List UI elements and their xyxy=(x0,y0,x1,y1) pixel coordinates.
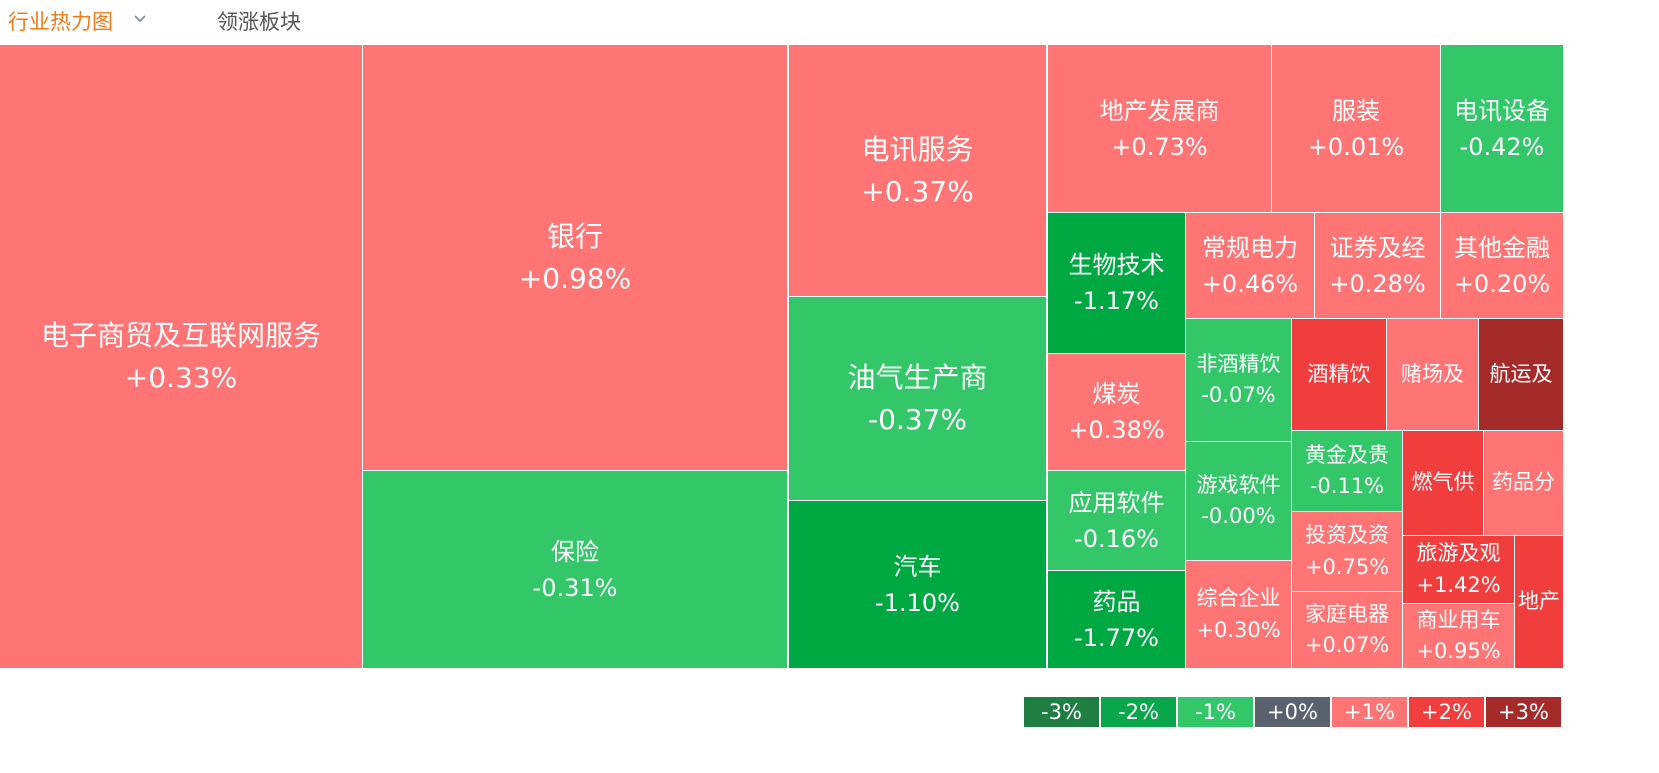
cell-change: -0.16% xyxy=(1074,524,1159,553)
cell-change: +0.38% xyxy=(1068,416,1165,444)
treemap-cell[interactable]: 电子商贸及互联网服务 +0.33% xyxy=(0,45,362,668)
cell-name: 黄金及贵 xyxy=(1305,442,1389,467)
cell-name: 地产发展商 xyxy=(1099,96,1220,125)
cell-name: 燃气供 xyxy=(1411,470,1475,495)
cell-change: +0.37% xyxy=(861,174,974,208)
cell-name: 航运及 xyxy=(1489,361,1553,386)
tab[interactable]: 领涨板块 xyxy=(217,10,301,34)
cell-change: +0.33% xyxy=(124,360,238,394)
dropdown-icon[interactable] xyxy=(133,13,147,23)
cell-change: +0.73% xyxy=(1111,132,1208,161)
cell-name: 银行 xyxy=(546,219,603,253)
treemap-cell[interactable]: 应用软件 -0.16% xyxy=(1048,471,1185,570)
cell-change: +0.07% xyxy=(1304,633,1390,657)
cell-change: +0.46% xyxy=(1201,269,1299,298)
treemap-cell[interactable]: 药品 -1.77% xyxy=(1048,571,1185,668)
cell-change: +0.01% xyxy=(1307,132,1405,161)
cell-change: +0.98% xyxy=(518,261,632,295)
cell-name: 生物技术 xyxy=(1068,251,1165,279)
cell-name: 汽车 xyxy=(893,552,942,581)
treemap-cell[interactable]: 证券及经 +0.28% xyxy=(1315,213,1440,318)
legend-item: +2% xyxy=(1409,697,1484,727)
treemap-cell[interactable]: 旅游及观 +1.42% xyxy=(1403,536,1514,603)
cell-name: 商业用车 xyxy=(1416,607,1501,632)
cell-change: -0.11% xyxy=(1309,474,1385,498)
cell-name: 药品分 xyxy=(1492,470,1555,495)
legend-item: -2% xyxy=(1101,697,1176,727)
cell-change: -0.42% xyxy=(1459,132,1545,161)
cell-name: 家庭电器 xyxy=(1305,601,1389,626)
cell-name: 常规电力 xyxy=(1202,233,1298,262)
treemap-cell[interactable]: 油气生产商 -0.37% xyxy=(789,297,1046,500)
cell-name: 应用软件 xyxy=(1068,488,1165,517)
cell-name: 综合企业 xyxy=(1196,586,1281,610)
cell-change: -1.17% xyxy=(1074,287,1159,315)
treemap-cell[interactable]: 商业用车 +0.95% xyxy=(1403,604,1514,668)
cell-name: 地产 xyxy=(1518,589,1560,614)
legend-item: -1% xyxy=(1178,697,1253,727)
treemap-cell[interactable]: 汽车 -1.10% xyxy=(789,501,1046,668)
treemap-cell[interactable]: 游戏软件 -0.00% xyxy=(1186,442,1291,560)
treemap-cell[interactable]: 电讯服务 +0.37% xyxy=(789,45,1046,296)
legend-item: +3% xyxy=(1486,697,1561,727)
cell-change: -1.10% xyxy=(875,588,960,617)
treemap-cell[interactable]: 航运及 xyxy=(1479,319,1563,430)
cell-name: 电子商贸及互联网服务 xyxy=(40,318,321,352)
cell-name: 证券及经 xyxy=(1329,233,1426,262)
treemap-cell[interactable]: 电讯设备 -0.42% xyxy=(1441,45,1563,212)
treemap-cell[interactable]: 黄金及贵 -0.11% xyxy=(1292,431,1402,511)
treemap-cell[interactable]: 酒精饮 xyxy=(1292,319,1386,430)
treemap-cell[interactable]: 药品分 xyxy=(1484,431,1563,535)
treemap-cell[interactable]: 家庭电器 +0.07% xyxy=(1292,592,1402,668)
legend-item: +0% xyxy=(1255,697,1330,727)
treemap-cell[interactable]: 生物技术 -1.17% xyxy=(1048,213,1185,353)
treemap-cell[interactable]: 常规电力 +0.46% xyxy=(1186,213,1314,318)
cell-change: -0.00% xyxy=(1201,504,1276,528)
treemap-cell[interactable]: 赌场及 xyxy=(1387,319,1478,430)
treemap-cell[interactable]: 服装 +0.01% xyxy=(1272,45,1440,212)
cell-change: -1.77% xyxy=(1074,623,1159,652)
treemap-cell[interactable]: 地产发展商 +0.73% xyxy=(1048,45,1271,212)
treemap-cell[interactable]: 其他金融 +0.20% xyxy=(1441,213,1563,318)
treemap-cell[interactable]: 银行 +0.98% xyxy=(363,45,787,470)
treemap-cell[interactable]: 地产 xyxy=(1515,536,1563,668)
cell-name: 投资及资 xyxy=(1305,523,1389,547)
cell-name: 电讯服务 xyxy=(861,132,974,166)
cell-name: 电讯设备 xyxy=(1454,96,1550,125)
treemap-cell[interactable]: 投资及资 +0.75% xyxy=(1292,512,1402,591)
treemap-cell[interactable]: 煤炭 +0.38% xyxy=(1048,354,1185,470)
cell-name: 油气生产商 xyxy=(847,360,988,394)
cell-change: -0.07% xyxy=(1201,383,1276,407)
cell-name: 游戏软件 xyxy=(1196,472,1281,497)
cell-change: +0.95% xyxy=(1416,639,1501,663)
cell-change: +0.30% xyxy=(1196,617,1281,642)
cell-name: 旅游及观 xyxy=(1416,541,1501,565)
cell-name: 非酒精饮 xyxy=(1196,351,1281,376)
cell-name: 药品 xyxy=(1092,587,1141,616)
cell-change: -0.37% xyxy=(867,402,968,436)
legend-item: -3% xyxy=(1024,697,1099,727)
cell-change: +0.75% xyxy=(1304,554,1390,579)
cell-change: -0.31% xyxy=(532,573,618,602)
cell-change: +0.20% xyxy=(1453,269,1551,298)
cell-name: 煤炭 xyxy=(1092,380,1141,408)
cell-change: +0.28% xyxy=(1329,269,1426,298)
cell-name: 其他金融 xyxy=(1454,233,1550,262)
cell-name: 赌场及 xyxy=(1401,361,1464,386)
treemap-cell[interactable]: 综合企业 +0.30% xyxy=(1186,561,1291,668)
cell-name: 酒精饮 xyxy=(1307,361,1371,386)
treemap-cell[interactable]: 非酒精饮 -0.07% xyxy=(1186,319,1291,441)
cell-change: +1.42% xyxy=(1416,572,1501,597)
treemap-cell[interactable]: 保险 -0.31% xyxy=(363,471,787,668)
treemap-cell[interactable]: 燃气供 xyxy=(1403,431,1483,535)
legend-item: +1% xyxy=(1332,697,1407,727)
cell-name: 服装 xyxy=(1332,96,1380,125)
tab-active[interactable]: 行业热力图 xyxy=(8,10,113,34)
cell-name: 保险 xyxy=(551,537,599,566)
